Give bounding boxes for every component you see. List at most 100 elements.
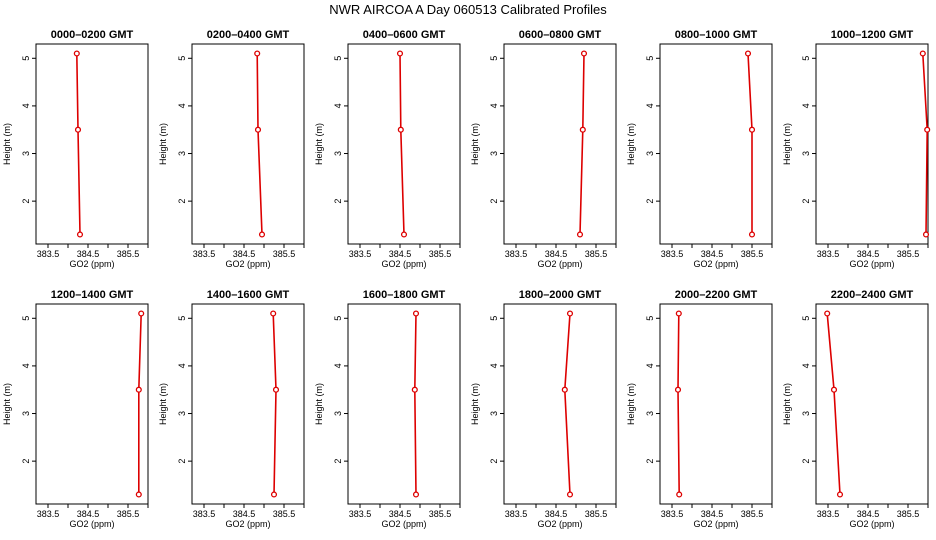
- y-axis-label: Height (m): [470, 383, 480, 425]
- y-axis-label: Height (m): [782, 123, 792, 165]
- y-tick-label: 3: [489, 151, 499, 156]
- x-tick-label: 385.5: [429, 509, 452, 519]
- x-axis-label: GO2 (ppm): [693, 519, 738, 529]
- panel: 2200–2400 GMT 383.5 384.5 385.5 2 3 4 5 GO2 (ppm…: [782, 289, 929, 529]
- y-tick-label: 4: [645, 103, 655, 108]
- y-tick-label: 2: [645, 199, 655, 204]
- data-point: [411, 386, 418, 393]
- x-tick-label: 385.5: [273, 509, 296, 519]
- panel-title: 1200–1400 GMT: [51, 289, 134, 301]
- x-tick-label: 383.5: [193, 249, 216, 259]
- y-tick-label: 3: [333, 151, 343, 156]
- panel: 1200–1400 GMT 383.5 384.5 385.5 2 3 4 5 GO2 (ppm…: [2, 289, 149, 529]
- y-tick-label: 5: [645, 56, 655, 61]
- panel: 1600–1800 GMT 383.5 384.5 385.5 2 3 4 5 GO2 (ppm…: [314, 289, 461, 529]
- data-point: [396, 50, 404, 57]
- x-axis-label: GO2 (ppm): [693, 259, 738, 269]
- y-tick-label: 5: [645, 316, 655, 321]
- data-point: [254, 50, 261, 57]
- y-tick-label: 3: [21, 411, 31, 416]
- data-point: [135, 386, 142, 393]
- data-point: [580, 50, 588, 57]
- data-point: [270, 310, 277, 317]
- x-tick-label: 385.5: [273, 249, 296, 259]
- data-point: [576, 231, 584, 238]
- y-tick-label: 5: [801, 56, 811, 61]
- y-tick-label: 2: [177, 199, 187, 204]
- panel: 1800–2000 GMT 383.5 384.5 385.5 2 3 4 5 GO2 (ppm…: [470, 289, 617, 529]
- profile-line: [399, 53, 405, 235]
- data-point: [74, 126, 82, 133]
- y-tick-label: 4: [21, 363, 31, 368]
- y-axis-label: Height (m): [626, 123, 636, 165]
- x-tick-label: 385.5: [117, 249, 140, 259]
- panel: 0600–0800 GMT 383.5 384.5 385.5 2 3 4 5 GO2 (ppm…: [470, 29, 617, 269]
- x-tick-label: 384.5: [233, 509, 256, 519]
- panel-title: 0600–0800 GMT: [519, 29, 602, 41]
- panel: 1000–1200 GMT 383.5 384.5 385.5 2 3 4 5 GO2 (ppm…: [782, 29, 931, 269]
- panel-title: 1800–2000 GMT: [519, 289, 602, 301]
- y-tick-label: 2: [333, 459, 343, 464]
- y-axis-label: Height (m): [2, 123, 12, 165]
- y-tick-label: 2: [801, 199, 811, 204]
- x-tick-label: 383.5: [661, 509, 684, 519]
- x-axis-label: GO2 (ppm): [381, 259, 426, 269]
- x-tick-label: 384.5: [77, 509, 100, 519]
- x-tick-label: 385.5: [741, 509, 764, 519]
- y-tick-label: 4: [489, 363, 499, 368]
- x-tick-label: 384.5: [545, 249, 568, 259]
- panel: 0400–0600 GMT 383.5 384.5 385.5 2 3 4 5 GO2 (ppm…: [314, 29, 461, 269]
- x-tick-label: 385.5: [117, 509, 140, 519]
- x-axis-label: GO2 (ppm): [537, 259, 582, 269]
- panel-title: 1400–1600 GMT: [207, 289, 290, 301]
- data-point: [73, 50, 80, 57]
- y-tick-label: 4: [21, 103, 31, 108]
- y-tick-label: 4: [489, 103, 499, 108]
- x-tick-label: 383.5: [817, 249, 840, 259]
- data-point: [924, 126, 931, 133]
- x-tick-label: 383.5: [505, 509, 528, 519]
- data-point: [919, 50, 926, 57]
- y-axis-label: Height (m): [314, 383, 324, 425]
- x-tick-label: 383.5: [817, 509, 840, 519]
- y-tick-label: 4: [177, 103, 187, 108]
- panel: 2000–2200 GMT 383.5 384.5 385.5 2 3 4 5 GO2 (ppm…: [626, 289, 773, 529]
- x-axis-label: GO2 (ppm): [381, 519, 426, 529]
- panel: 1400–1600 GMT 383.5 384.5 385.5 2 3 4 5 GO2 (ppm…: [158, 289, 305, 529]
- panel-title: 0200–0400 GMT: [207, 29, 290, 41]
- data-point: [397, 126, 404, 133]
- y-tick-label: 2: [333, 199, 343, 204]
- y-axis-label: Height (m): [626, 383, 636, 425]
- profile-line: [579, 53, 585, 235]
- y-tick-label: 3: [21, 151, 31, 156]
- panel-title: 1600–1800 GMT: [363, 289, 446, 301]
- y-tick-label: 5: [21, 316, 31, 321]
- y-tick-label: 4: [333, 363, 343, 368]
- x-tick-label: 385.5: [741, 249, 764, 259]
- data-point: [836, 491, 844, 498]
- profile-line: [413, 313, 417, 495]
- x-tick-label: 383.5: [661, 249, 684, 259]
- x-axis-label: GO2 (ppm): [69, 259, 114, 269]
- data-point: [674, 386, 682, 393]
- y-tick-label: 2: [21, 459, 31, 464]
- data-point: [676, 491, 683, 498]
- data-point: [412, 491, 420, 498]
- data-point: [824, 310, 831, 317]
- y-tick-label: 5: [333, 316, 343, 321]
- x-tick-label: 385.5: [585, 249, 608, 259]
- data-point: [744, 50, 752, 57]
- x-tick-label: 383.5: [505, 249, 528, 259]
- x-tick-label: 384.5: [701, 249, 724, 259]
- data-point: [748, 126, 756, 133]
- figure-title: NWR AIRCOA A Day 060513 Calibrated Profi…: [329, 2, 607, 17]
- y-axis-label: Height (m): [470, 123, 480, 165]
- y-tick-label: 3: [645, 151, 655, 156]
- y-tick-label: 5: [801, 316, 811, 321]
- panel-grid: 0000–0200 GMT 383.5 384.5 385.5 2 3 4 5 GO2 (ppm…: [2, 29, 931, 529]
- profile-line: [76, 53, 81, 235]
- y-tick-label: 2: [21, 199, 31, 204]
- profile-line: [922, 53, 929, 235]
- plot-frame: [659, 43, 773, 245]
- y-tick-label: 4: [801, 363, 811, 368]
